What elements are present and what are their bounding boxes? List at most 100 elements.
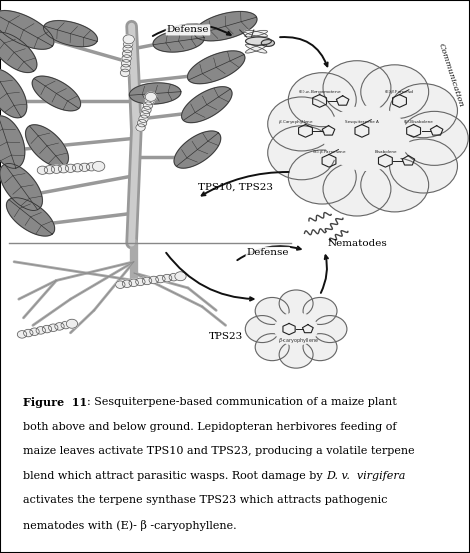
Circle shape [48, 324, 58, 331]
Polygon shape [7, 198, 55, 236]
Text: Communication: Communication [437, 41, 465, 108]
Text: D. v.  virgifera: D. v. virgifera [326, 471, 406, 481]
Circle shape [289, 72, 356, 127]
Circle shape [268, 97, 336, 151]
Circle shape [139, 115, 148, 123]
Text: : Sesquiterpene-based communication of a maize plant: : Sesquiterpene-based communication of a… [87, 398, 397, 408]
Ellipse shape [245, 30, 267, 37]
Text: nematodes with (E)- β -caryophyllene.: nematodes with (E)- β -caryophyllene. [23, 519, 236, 530]
Circle shape [313, 316, 347, 342]
Circle shape [142, 277, 152, 285]
Text: $\beta$-caryophyllene: $\beta$-caryophyllene [278, 336, 319, 345]
Circle shape [66, 319, 78, 328]
Ellipse shape [266, 306, 327, 352]
Text: maize leaves activate TPS10 and TPS23, producing a volatile terpene: maize leaves activate TPS10 and TPS23, p… [23, 446, 415, 456]
Text: (E)$\beta$-Farnesol: (E)$\beta$-Farnesol [384, 88, 415, 96]
Text: (S)-$\beta$-Farnesene: (S)-$\beta$-Farnesene [312, 148, 346, 155]
Circle shape [136, 278, 145, 285]
Circle shape [123, 45, 133, 53]
Circle shape [86, 163, 97, 171]
Circle shape [51, 165, 62, 173]
Ellipse shape [324, 106, 409, 170]
Ellipse shape [261, 40, 274, 46]
Ellipse shape [245, 44, 267, 53]
Text: $\beta$-Caryophyllene: $\beta$-Caryophyllene [278, 118, 314, 126]
Circle shape [42, 325, 52, 333]
Text: (E)-Bisabolene: (E)-Bisabolene [403, 119, 433, 124]
Circle shape [361, 158, 429, 212]
Circle shape [268, 126, 336, 180]
Text: blend which attract parasitic wasps. Root damage by: blend which attract parasitic wasps. Roo… [23, 471, 326, 481]
Circle shape [123, 50, 132, 58]
Ellipse shape [245, 44, 267, 53]
Circle shape [44, 165, 55, 174]
Polygon shape [25, 125, 69, 167]
Circle shape [146, 93, 156, 101]
Polygon shape [0, 69, 27, 118]
Text: Bisabolene: Bisabolene [374, 149, 397, 154]
Circle shape [116, 281, 125, 289]
Polygon shape [174, 131, 221, 168]
Circle shape [124, 35, 133, 43]
Polygon shape [0, 32, 37, 72]
Polygon shape [0, 164, 42, 211]
Circle shape [24, 330, 33, 337]
Polygon shape [0, 11, 54, 49]
Circle shape [245, 316, 279, 342]
Text: (E)-$\alpha$-Bergamotene: (E)-$\alpha$-Bergamotene [298, 88, 342, 96]
Text: Defense: Defense [247, 248, 289, 257]
Circle shape [149, 276, 158, 284]
Circle shape [36, 327, 46, 334]
Polygon shape [129, 83, 181, 104]
Polygon shape [44, 20, 97, 46]
Circle shape [176, 273, 185, 280]
Circle shape [72, 164, 83, 172]
Polygon shape [188, 51, 245, 84]
Circle shape [142, 106, 151, 114]
Circle shape [400, 111, 468, 165]
Text: TPS10, TPS23: TPS10, TPS23 [197, 182, 273, 191]
Circle shape [279, 290, 313, 317]
Circle shape [140, 111, 149, 118]
Text: Nematodes: Nematodes [327, 238, 387, 248]
Circle shape [143, 102, 153, 109]
Circle shape [79, 163, 90, 171]
Circle shape [129, 279, 138, 286]
Ellipse shape [275, 313, 317, 345]
Text: Defense: Defense [167, 25, 209, 34]
Circle shape [17, 331, 27, 338]
Circle shape [175, 272, 186, 281]
Circle shape [145, 97, 154, 105]
Circle shape [30, 328, 39, 336]
Circle shape [58, 165, 69, 173]
Circle shape [279, 341, 313, 368]
Ellipse shape [245, 30, 267, 37]
Circle shape [136, 124, 145, 131]
Circle shape [122, 280, 132, 288]
Text: TPS23: TPS23 [209, 332, 243, 341]
Text: activates the terpene synthase TPS23 which attracts pathogenic: activates the terpene synthase TPS23 whi… [23, 495, 387, 505]
Circle shape [169, 273, 179, 281]
Circle shape [67, 320, 77, 327]
Circle shape [121, 64, 130, 72]
Text: both above and below ground. Lepidopteran herbivores feeding of: both above and below ground. Lepidoptera… [23, 422, 396, 432]
Circle shape [361, 65, 429, 119]
Circle shape [65, 164, 76, 173]
Polygon shape [32, 76, 80, 111]
Circle shape [303, 298, 337, 325]
Polygon shape [181, 87, 232, 123]
Polygon shape [0, 116, 25, 168]
Circle shape [37, 166, 47, 174]
Ellipse shape [306, 92, 428, 185]
Circle shape [122, 55, 131, 62]
Ellipse shape [245, 37, 272, 45]
Circle shape [137, 119, 147, 127]
Circle shape [323, 61, 391, 114]
Circle shape [93, 161, 105, 171]
Text: Sesquiterpene A: Sesquiterpene A [345, 119, 379, 124]
Circle shape [163, 274, 172, 282]
Circle shape [123, 35, 134, 44]
Circle shape [390, 139, 457, 193]
Circle shape [55, 322, 64, 330]
Circle shape [390, 84, 457, 138]
